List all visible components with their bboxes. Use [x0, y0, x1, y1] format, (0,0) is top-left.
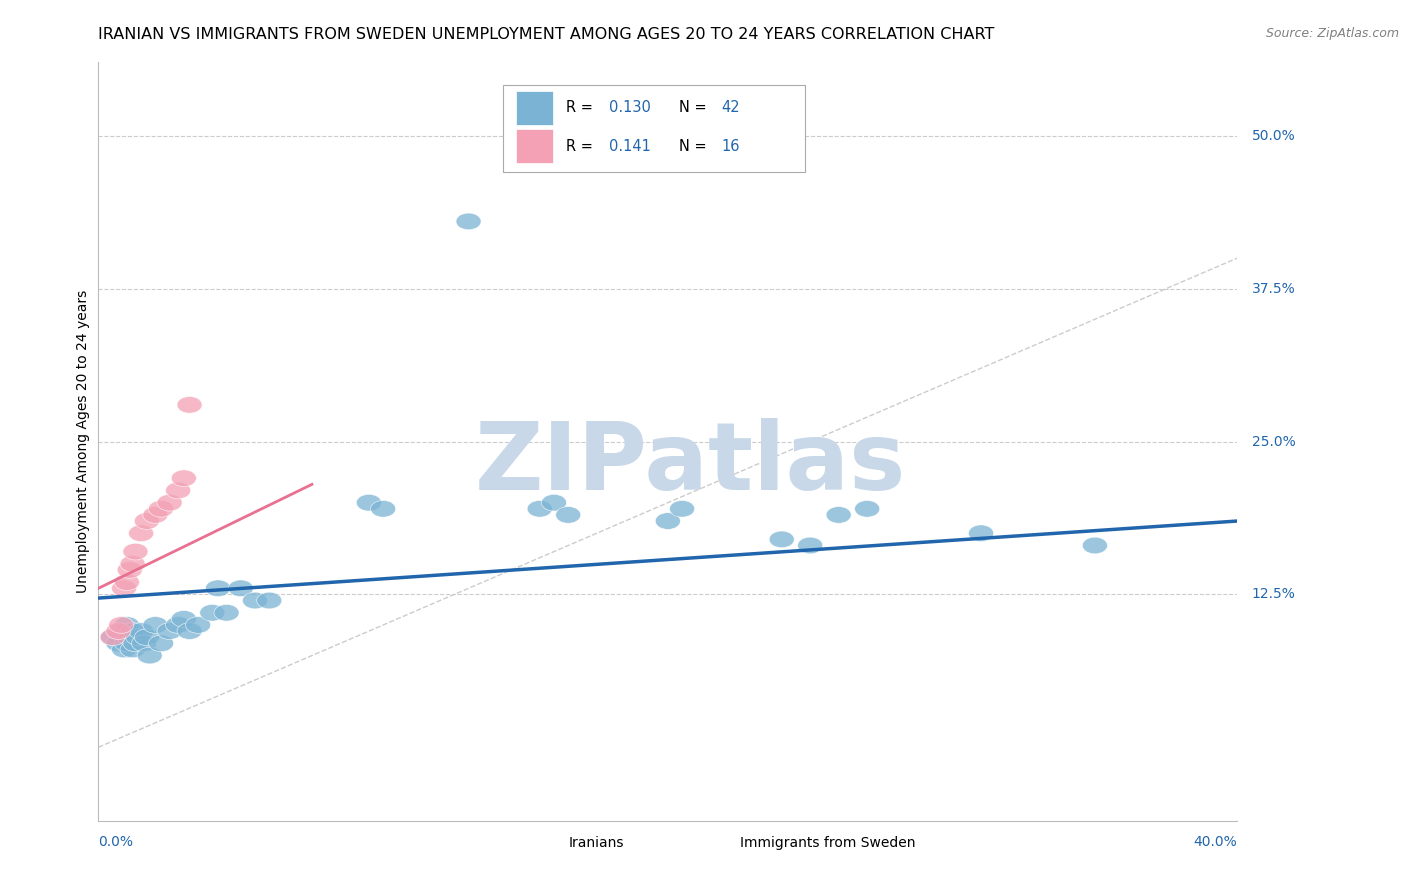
Ellipse shape — [108, 623, 134, 640]
Ellipse shape — [655, 513, 681, 529]
FancyBboxPatch shape — [702, 828, 731, 857]
Ellipse shape — [128, 623, 153, 640]
Ellipse shape — [122, 543, 148, 560]
Text: 0.0%: 0.0% — [98, 835, 134, 849]
Ellipse shape — [769, 531, 794, 548]
Ellipse shape — [100, 629, 125, 646]
Text: Iranians: Iranians — [569, 836, 624, 849]
Ellipse shape — [135, 629, 159, 646]
Ellipse shape — [108, 616, 134, 633]
Ellipse shape — [827, 507, 851, 524]
Text: 40.0%: 40.0% — [1194, 835, 1237, 849]
Ellipse shape — [797, 537, 823, 554]
Ellipse shape — [157, 494, 183, 511]
FancyBboxPatch shape — [503, 85, 804, 172]
Ellipse shape — [111, 580, 136, 597]
Ellipse shape — [456, 213, 481, 230]
Ellipse shape — [541, 494, 567, 511]
Text: 42: 42 — [721, 101, 740, 115]
Ellipse shape — [177, 623, 202, 640]
Ellipse shape — [242, 592, 267, 609]
Ellipse shape — [166, 616, 191, 633]
Ellipse shape — [166, 482, 191, 499]
Ellipse shape — [172, 610, 197, 627]
Ellipse shape — [855, 500, 880, 517]
Text: 37.5%: 37.5% — [1251, 282, 1295, 295]
Ellipse shape — [143, 507, 167, 524]
Ellipse shape — [149, 500, 173, 517]
Text: R =: R = — [567, 139, 598, 154]
FancyBboxPatch shape — [516, 91, 553, 126]
Ellipse shape — [1083, 537, 1108, 554]
Text: IRANIAN VS IMMIGRANTS FROM SWEDEN UNEMPLOYMENT AMONG AGES 20 TO 24 YEARS CORRELA: IRANIAN VS IMMIGRANTS FROM SWEDEN UNEMPL… — [98, 27, 995, 42]
Ellipse shape — [257, 592, 281, 609]
Ellipse shape — [117, 562, 142, 578]
Ellipse shape — [114, 635, 139, 652]
Ellipse shape — [205, 580, 231, 597]
Text: Immigrants from Sweden: Immigrants from Sweden — [740, 836, 915, 849]
Ellipse shape — [157, 623, 183, 640]
Ellipse shape — [138, 648, 162, 664]
Ellipse shape — [128, 524, 153, 541]
Ellipse shape — [120, 623, 145, 640]
Text: R =: R = — [567, 101, 598, 115]
Text: 0.141: 0.141 — [609, 139, 651, 154]
Ellipse shape — [105, 623, 131, 640]
Ellipse shape — [135, 513, 159, 529]
Ellipse shape — [669, 500, 695, 517]
Ellipse shape — [371, 500, 395, 517]
Y-axis label: Unemployment Among Ages 20 to 24 years: Unemployment Among Ages 20 to 24 years — [76, 290, 90, 593]
Ellipse shape — [186, 616, 211, 633]
Ellipse shape — [149, 635, 173, 652]
Text: 50.0%: 50.0% — [1251, 128, 1295, 143]
Ellipse shape — [111, 641, 136, 657]
Ellipse shape — [114, 574, 139, 591]
Ellipse shape — [120, 641, 145, 657]
Text: N =: N = — [679, 139, 711, 154]
Ellipse shape — [122, 635, 148, 652]
Ellipse shape — [228, 580, 253, 597]
Ellipse shape — [131, 635, 156, 652]
Ellipse shape — [100, 629, 125, 646]
Text: ZIPatlas: ZIPatlas — [475, 418, 907, 510]
Ellipse shape — [172, 470, 197, 486]
Ellipse shape — [117, 629, 142, 646]
Ellipse shape — [356, 494, 381, 511]
FancyBboxPatch shape — [531, 828, 560, 857]
Text: Source: ZipAtlas.com: Source: ZipAtlas.com — [1265, 27, 1399, 40]
Ellipse shape — [214, 605, 239, 621]
FancyBboxPatch shape — [516, 129, 553, 163]
Text: N =: N = — [679, 101, 711, 115]
Ellipse shape — [143, 616, 167, 633]
Text: 0.130: 0.130 — [609, 101, 651, 115]
Text: 12.5%: 12.5% — [1251, 588, 1295, 601]
Ellipse shape — [125, 629, 150, 646]
Ellipse shape — [969, 524, 994, 541]
Ellipse shape — [120, 556, 145, 572]
Text: 16: 16 — [721, 139, 740, 154]
Ellipse shape — [555, 507, 581, 524]
Ellipse shape — [527, 500, 553, 517]
Ellipse shape — [177, 397, 202, 413]
Ellipse shape — [200, 605, 225, 621]
Text: 25.0%: 25.0% — [1251, 434, 1295, 449]
Ellipse shape — [105, 635, 131, 652]
Ellipse shape — [114, 616, 139, 633]
